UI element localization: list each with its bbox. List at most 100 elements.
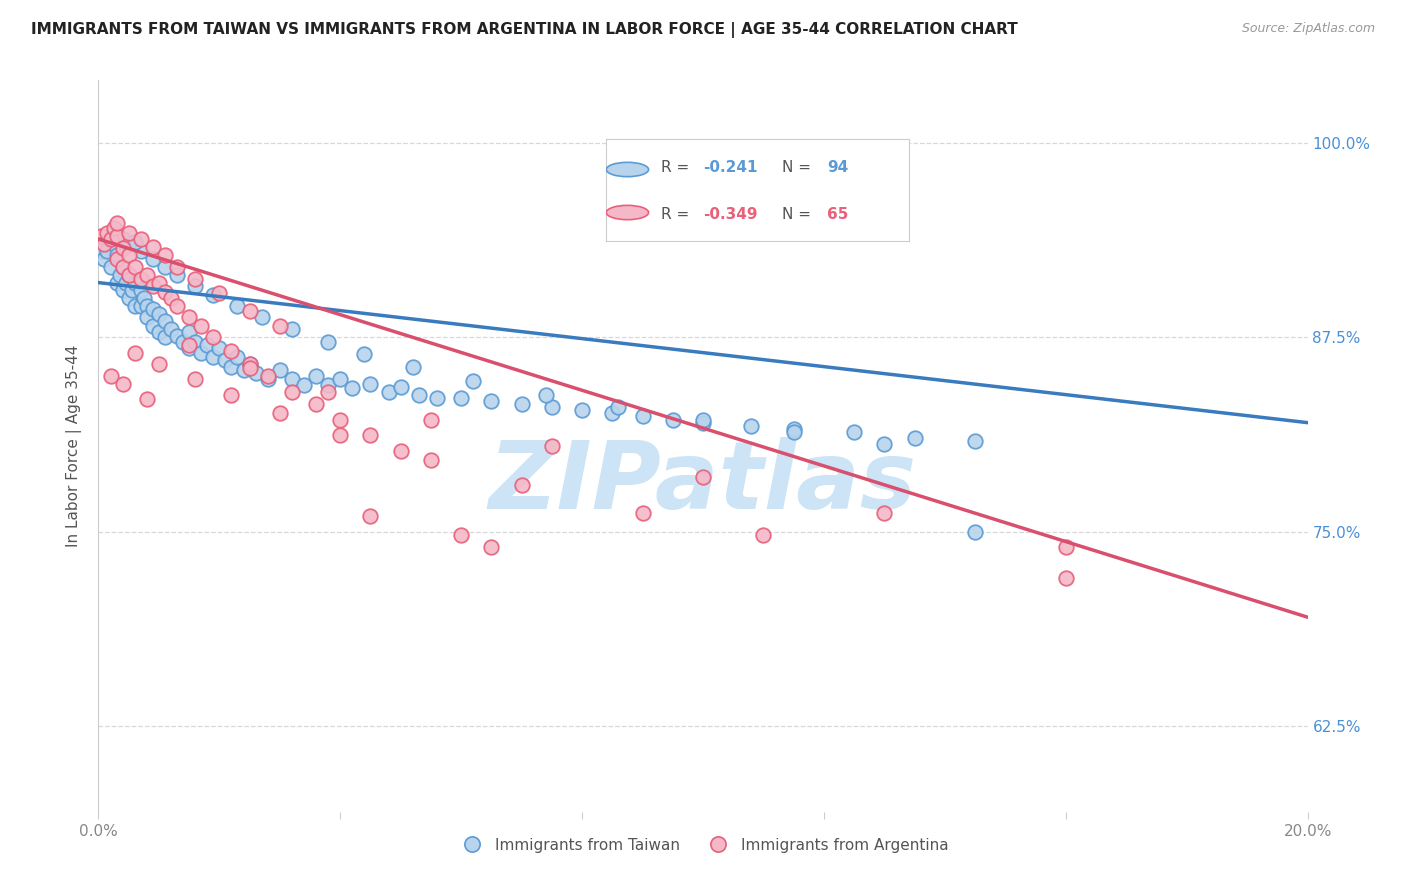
Point — [142, 319, 165, 334]
Point — [172, 334, 194, 349]
Point — [111, 260, 134, 274]
Point — [129, 244, 152, 259]
Point — [226, 299, 249, 313]
Point — [360, 428, 382, 442]
Point — [96, 244, 118, 259]
Point — [360, 509, 382, 524]
Point — [510, 478, 533, 492]
Point — [631, 409, 654, 424]
Point — [135, 310, 157, 324]
Point — [103, 236, 125, 251]
Point — [316, 384, 339, 399]
Point — [510, 397, 533, 411]
Point — [269, 406, 291, 420]
Point — [420, 453, 443, 467]
Point — [114, 276, 136, 290]
Point — [463, 374, 485, 388]
Point — [100, 368, 122, 383]
Point — [232, 363, 254, 377]
Point — [108, 268, 131, 282]
Point — [124, 235, 146, 249]
Point — [124, 299, 146, 313]
Point — [100, 260, 122, 274]
Point — [184, 272, 207, 286]
Point — [250, 310, 273, 324]
Point — [281, 322, 304, 336]
Point — [148, 326, 170, 340]
Point — [129, 232, 152, 246]
Point — [142, 240, 165, 254]
Point — [166, 260, 188, 274]
Point — [105, 252, 128, 267]
Point — [226, 351, 249, 365]
Point — [190, 319, 212, 334]
Point — [631, 506, 654, 520]
Point — [153, 260, 176, 274]
Point — [132, 291, 155, 305]
Point — [90, 228, 112, 243]
Point — [153, 314, 176, 328]
Point — [904, 431, 927, 445]
Point — [153, 330, 176, 344]
Point — [135, 268, 157, 282]
Point — [179, 338, 201, 352]
Point — [481, 393, 503, 408]
Point — [184, 334, 207, 349]
Point — [111, 241, 134, 255]
Point — [129, 272, 152, 286]
Point — [160, 291, 183, 305]
Point — [179, 341, 201, 355]
Y-axis label: In Labor Force | Age 35-44: In Labor Force | Age 35-44 — [66, 345, 83, 547]
Point — [190, 345, 212, 359]
Point — [118, 247, 141, 261]
Point — [105, 217, 128, 231]
Point — [100, 228, 122, 243]
Point — [450, 527, 472, 541]
Point — [184, 278, 207, 293]
Point — [118, 236, 141, 251]
Point — [142, 252, 165, 267]
Point — [153, 247, 176, 261]
Point — [389, 443, 412, 458]
Point — [752, 527, 775, 541]
Point — [118, 291, 141, 305]
Point — [202, 288, 225, 302]
Point — [208, 286, 231, 301]
Point — [692, 470, 714, 484]
Point — [148, 357, 170, 371]
Point — [481, 540, 503, 554]
Point — [540, 439, 562, 453]
Point — [202, 330, 225, 344]
Point — [420, 412, 443, 426]
Point — [402, 359, 425, 374]
Point — [90, 244, 112, 259]
Point — [105, 276, 128, 290]
Point — [316, 378, 339, 392]
Point — [692, 416, 714, 430]
Point — [184, 372, 207, 386]
Point — [179, 326, 201, 340]
Point — [118, 268, 141, 282]
Point — [129, 284, 152, 298]
Point — [118, 268, 141, 282]
Point — [316, 334, 339, 349]
Point — [239, 361, 262, 376]
Point — [281, 372, 304, 386]
Point — [111, 376, 134, 391]
Point — [965, 524, 987, 539]
Point — [100, 232, 122, 246]
Point — [118, 226, 141, 240]
Point — [221, 344, 243, 359]
Point — [195, 338, 218, 352]
Point — [426, 391, 449, 405]
Point — [179, 310, 201, 324]
Point — [148, 307, 170, 321]
Point — [269, 363, 291, 377]
Point — [96, 226, 118, 240]
Point — [124, 260, 146, 274]
Point — [121, 284, 143, 298]
Point — [377, 384, 399, 399]
Point — [93, 252, 115, 267]
Point — [540, 400, 562, 414]
Point — [148, 276, 170, 290]
